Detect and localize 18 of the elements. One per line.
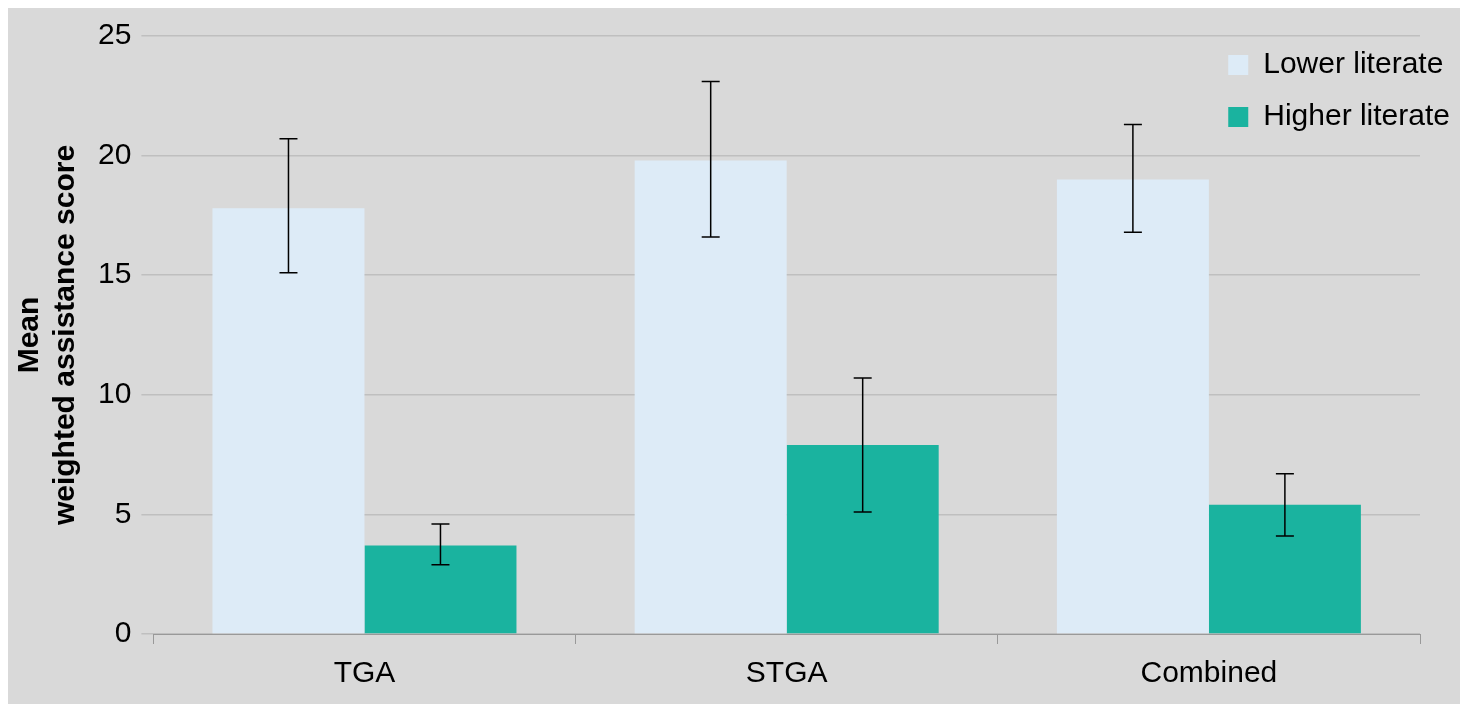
legend-label: Lower literate (1263, 46, 1444, 80)
x-tick-label: STGA (745, 655, 828, 689)
bar (1056, 179, 1209, 634)
y-axis-title: Mean weighted assistance score (11, 144, 81, 527)
x-tick-label: TGA (333, 655, 396, 689)
y-tick-label: 5 (114, 495, 132, 529)
y-tick-label: 25 (97, 17, 132, 51)
y-tick-label: 0 (114, 615, 132, 649)
y-tick-label: 20 (97, 136, 132, 170)
bar (1208, 504, 1361, 634)
bar (212, 208, 365, 634)
bar (786, 445, 939, 634)
y-tick-label: 10 (97, 376, 132, 410)
bar (364, 545, 517, 634)
bar (634, 160, 787, 634)
legend-label: Higher literate (1263, 98, 1451, 132)
y-tick-label: 15 (97, 256, 132, 290)
x-tick-label: Combined (1140, 655, 1278, 689)
